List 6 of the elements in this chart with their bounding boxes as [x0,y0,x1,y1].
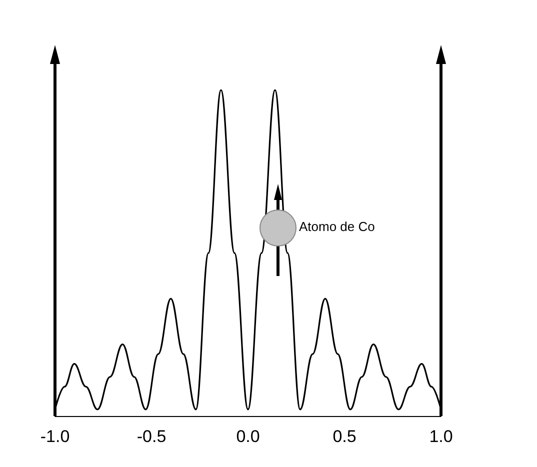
x-tick-label: 0.5 [332,427,356,446]
x-tick-label: -0.5 [136,427,166,446]
x-tick-label: 0.0 [236,427,260,446]
x-tick-label: -1.0 [40,427,70,446]
x-tick-label: 1.0 [429,427,453,446]
annotation: Atomo de Co [299,219,375,234]
